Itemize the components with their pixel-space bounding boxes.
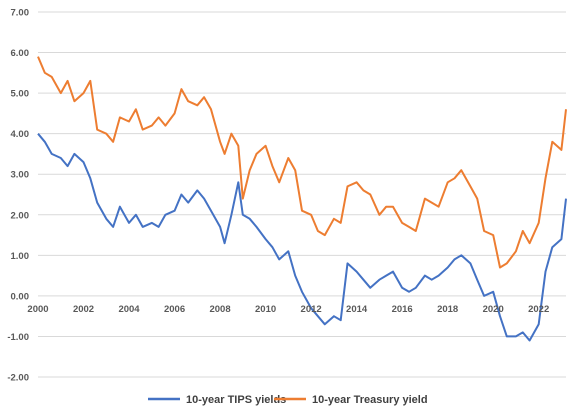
series-lines [37,56,567,342]
x-tick-label: 2000 [27,304,48,315]
x-tick-label: 2004 [118,304,140,315]
y-tick-label: 5.00 [11,89,30,100]
y-tick-label: 4.00 [11,129,30,140]
y-tick-label: 6.00 [11,48,30,59]
x-tick-label: 2014 [346,304,368,315]
series-line-tips [37,133,567,342]
gridlines [38,11,566,378]
y-tick-label: 0.00 [11,291,30,302]
y-tick-label: -1.00 [7,332,29,343]
x-tick-label: 2006 [164,304,185,315]
x-tick-label: 2022 [528,304,549,315]
y-tick-label: 7.00 [11,8,30,19]
x-tick-label: 2002 [73,304,94,315]
legend-label-treasury: 10-year Treasury yield [312,394,428,406]
x-tick-label: 2018 [437,304,458,315]
legend-label-tips: 10-year TIPS yields [186,394,286,406]
x-tick-label: 2016 [392,304,413,315]
legend: 10-year TIPS yields 10-year Treasury yie… [148,394,428,406]
y-tick-label: 3.00 [11,170,30,181]
x-tick-label: 2012 [301,304,322,315]
y-axis-ticks: -2.00 -1.00 0.00 1.00 2.00 3.00 4.00 5.00 6.00 7.… [7,8,29,384]
x-tick-label: 2010 [255,304,276,315]
x-axis-ticks: 2000 2002 2004 2006 2008 2010 2012 2014 2016 2018… [27,304,549,315]
x-tick-label: 2020 [483,304,504,315]
y-tick-label: -2.00 [7,373,29,384]
series-line-treasury [37,56,567,269]
y-tick-label: 1.00 [11,251,30,262]
y-tick-label: 2.00 [11,210,30,221]
x-tick-label: 2008 [209,304,230,315]
